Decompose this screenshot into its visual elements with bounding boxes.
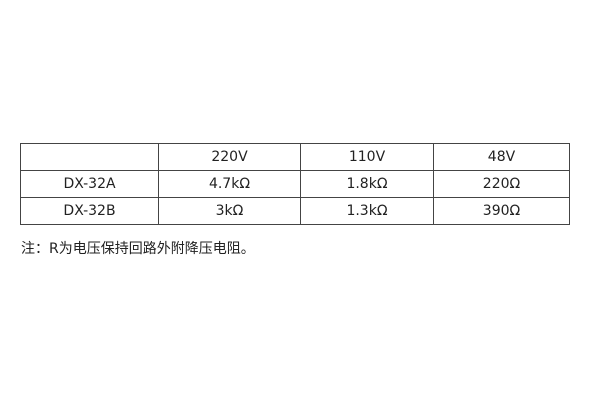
- table-cell: 220Ω: [433, 170, 570, 198]
- resistance-table: 220V 110V 48V DX-32A 4.7kΩ 1.8kΩ 220Ω DX…: [20, 143, 570, 225]
- table-cell: 3kΩ: [158, 197, 301, 225]
- header-cell-110v: 110V: [300, 143, 434, 171]
- header-cell-48v: 48V: [433, 143, 570, 171]
- header-cell-empty: [20, 143, 159, 171]
- table-row: DX-32A 4.7kΩ 1.8kΩ 220Ω: [20, 170, 570, 198]
- table-row: DX-32B 3kΩ 1.3kΩ 390Ω: [20, 197, 570, 225]
- table-cell: 4.7kΩ: [158, 170, 301, 198]
- table-header-row: 220V 110V 48V: [20, 143, 570, 171]
- table-cell: 1.3kΩ: [300, 197, 434, 225]
- row-label: DX-32B: [20, 197, 159, 225]
- table-cell: 1.8kΩ: [300, 170, 434, 198]
- header-cell-220v: 220V: [158, 143, 301, 171]
- footnote: 注：R为电压保持回路外附降压电阻。: [21, 241, 255, 257]
- table-cell: 390Ω: [433, 197, 570, 225]
- row-label: DX-32A: [20, 170, 159, 198]
